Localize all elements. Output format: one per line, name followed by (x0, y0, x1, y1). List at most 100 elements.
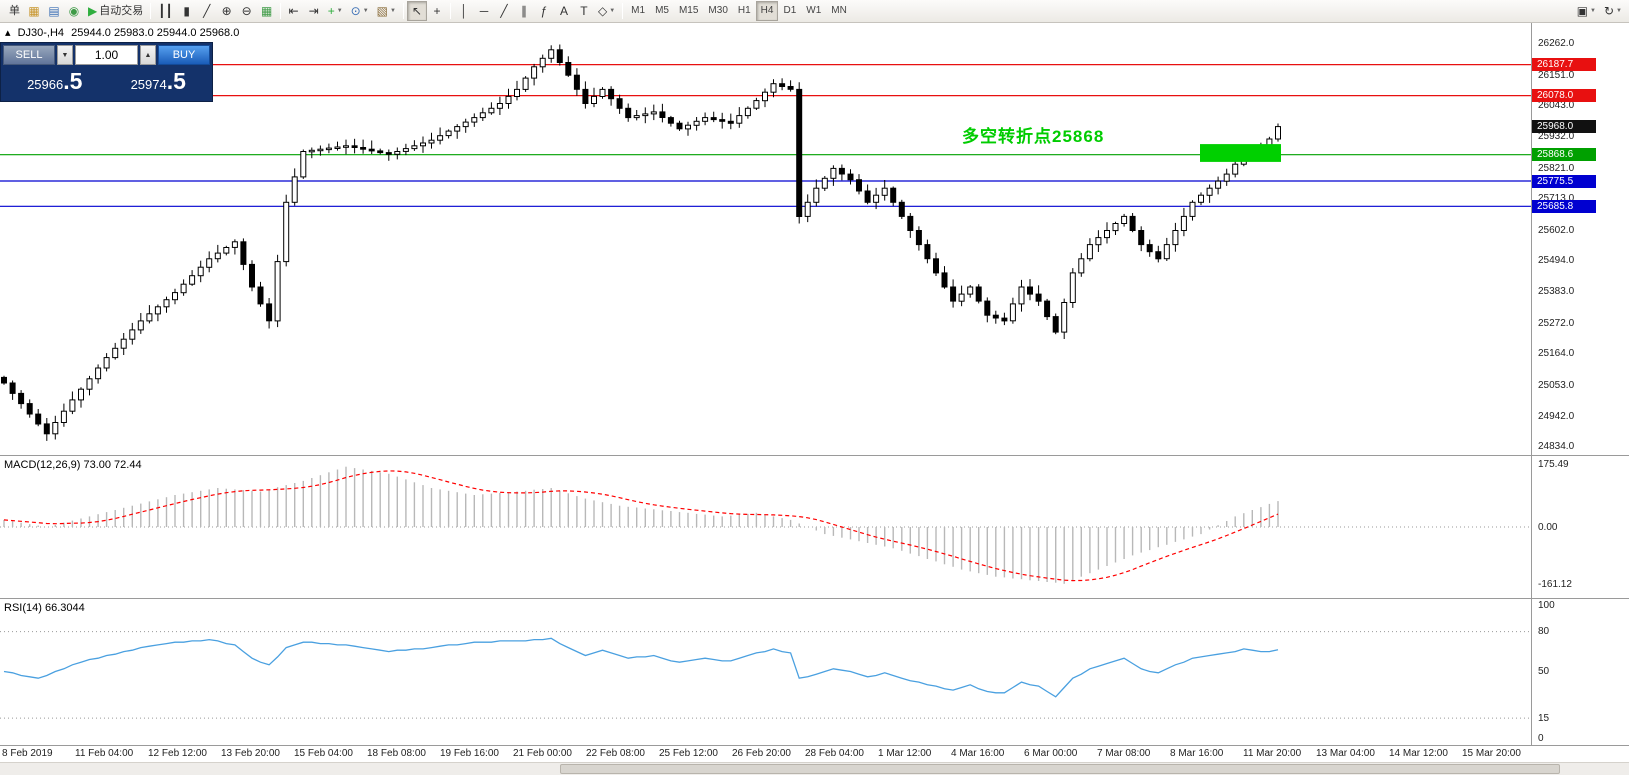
navigator-icon: ◉ (68, 4, 80, 18)
bar-chart-button[interactable]: ┃┃ (154, 1, 176, 21)
new-chart-button[interactable]: ▣ ▼ (1573, 1, 1600, 21)
shapes-button[interactable]: ◇ ▼ (594, 1, 619, 21)
templates-icon: ▧ (376, 4, 389, 18)
timeframe-mn-button[interactable]: MN (826, 1, 852, 21)
trendline-button[interactable]: ╱ (494, 1, 514, 21)
price-chart-canvas[interactable] (0, 23, 1531, 455)
dropdown-arrow-icon: ▼ (1616, 8, 1622, 14)
channel-button[interactable]: ∥ (514, 1, 534, 21)
scale-tick-label: 15 (1538, 712, 1550, 724)
sell-price[interactable]: 25966.5 (3, 65, 107, 99)
label-button[interactable]: T (574, 1, 594, 21)
horizontal-scrollbar[interactable] (0, 762, 1629, 775)
profiles-button[interactable]: ↻ ▼ (1600, 1, 1626, 21)
rsi-indicator-label: RSI(14) 66.3044 (4, 602, 85, 614)
timeframe-m30-button[interactable]: M30 (703, 1, 732, 21)
chart-shift-button[interactable]: ⇤ (284, 1, 304, 21)
cursor-button[interactable]: ↖ (406, 1, 427, 21)
chart-annotation-text[interactable]: 多空转折点25868 (962, 127, 1105, 146)
sell-button[interactable]: SELL (3, 45, 55, 65)
market-watch-icon: ▦ (28, 4, 40, 18)
volume-decrease-button[interactable]: ▼ (57, 45, 73, 65)
sell-price-main: 25966 (27, 77, 64, 92)
fibonacci-button[interactable]: ƒ (534, 1, 554, 21)
hline-price-badge: 26187.7 (1532, 58, 1596, 72)
volume-increase-button[interactable]: ▲ (140, 45, 156, 65)
hline-price-badge: 25775.5 (1532, 174, 1596, 188)
timeframe-d1-button[interactable]: D1 (778, 1, 801, 21)
timeframe-h4-button[interactable]: H4 (755, 1, 779, 21)
cursor-icon: ↖ (411, 4, 422, 18)
candlestick-chart-icon: ▮ (183, 4, 190, 18)
market-watch-button[interactable]: ▦ (24, 1, 44, 21)
timeframe-m15-button[interactable]: M15 (674, 1, 703, 21)
scale-tick-label: 25932.0 (1538, 131, 1575, 143)
new-order-button[interactable]: 单 (3, 1, 24, 21)
symbol-marker-icon: ▴ (5, 27, 11, 39)
time-axis[interactable]: 8 Feb 2019 11 Feb 04:00 12 Feb 12:00 13 Feb… (0, 746, 1531, 761)
profiles-icon: ↻ (1603, 4, 1615, 18)
bar-chart-icon: ┃┃ (158, 4, 173, 18)
crosshair-button[interactable]: + (427, 1, 447, 21)
zoom-out-button[interactable]: ⊖ (237, 1, 257, 21)
text-button[interactable]: A (554, 1, 574, 21)
trendline-icon: ╱ (500, 4, 508, 18)
autotrading-button[interactable]: ▶ 自动交易 (84, 1, 147, 21)
tile-windows-button[interactable]: ▦ (257, 1, 277, 21)
scale-tick-label: -161.12 (1538, 578, 1572, 590)
zoom-in-button[interactable]: ⊕ (217, 1, 237, 21)
dropdown-arrow-icon: ▼ (390, 8, 396, 14)
time-axis-label: 15 Mar 20:00 (1462, 748, 1521, 759)
line-chart-button[interactable]: ╱ (197, 1, 217, 21)
toolbar-separator (449, 3, 451, 19)
periods-button[interactable]: ⊙ ▼ (347, 1, 373, 21)
scale-tick-label: 25164.0 (1538, 348, 1575, 360)
time-axis-label: 13 Feb 20:00 (221, 748, 280, 759)
navigator-button[interactable]: ◉ (64, 1, 84, 21)
scrollbar-thumb[interactable] (560, 764, 1560, 774)
line-chart-icon: ╱ (203, 4, 211, 18)
autotrading-icon: ▶ (88, 4, 98, 18)
time-axis-label: 11 Mar 20:00 (1243, 748, 1302, 759)
panel-divider[interactable] (0, 598, 1629, 599)
timeframe-m5-button[interactable]: M5 (650, 1, 674, 21)
toolbar-separator (402, 3, 404, 19)
one-click-trading-panel: SELL ▼ ▲ BUY 25966.5 25974.5 (0, 42, 213, 102)
panel-divider[interactable] (0, 455, 1629, 456)
rsi-chart-canvas[interactable] (0, 599, 1531, 745)
auto-scroll-icon: ⇥ (308, 4, 319, 18)
horizontal-line-button[interactable]: ─ (474, 1, 494, 21)
zoom-out-icon: ⊖ (241, 4, 252, 18)
macd-indicator-label: MACD(12,26,9) 73.00 72.44 (4, 459, 142, 471)
timeframe-w1-button[interactable]: W1 (801, 1, 826, 21)
scale-tick-label: 25053.0 (1538, 379, 1575, 391)
channel-icon: ∥ (520, 4, 527, 18)
toolbar: 单 ▦ ▤ ◉ ▶ 自动交易 ┃┃ ▮ ╱ ⊕ ⊖ ▦ ⇤ ⇥ + ▼ ⊙ ▼ ▧ ▼ ↖ + │ ─ ╱ ∥ ƒ A T ◇ ▼ M1 M5… (0, 0, 1629, 23)
data-window-button[interactable]: ▤ (44, 1, 64, 21)
data-window-icon: ▤ (48, 4, 60, 18)
vertical-line-icon: │ (460, 4, 468, 18)
volume-input[interactable] (75, 45, 138, 65)
candlestick-chart-button[interactable]: ▮ (177, 1, 197, 21)
buy-price[interactable]: 25974.5 (107, 65, 211, 99)
vertical-line-button[interactable]: │ (454, 1, 474, 21)
toolbar-separator (279, 3, 281, 19)
scale-tick-label: 26043.0 (1538, 99, 1575, 111)
timeframe-h1-button[interactable]: H1 (733, 1, 756, 21)
templates-button[interactable]: ▧ ▼ (373, 1, 400, 21)
scale-tick-label: 25821.0 (1538, 162, 1575, 174)
price-scale[interactable]: 26262.0 26151.0 26043.0 25932.0 25821.0 25713… (1532, 23, 1629, 745)
hline-price-badge: 25685.8 (1532, 199, 1596, 213)
indicators-button[interactable]: + ▼ (324, 1, 347, 21)
time-axis-label: 1 Mar 12:00 (878, 748, 932, 759)
fibonacci-icon: ƒ (540, 4, 548, 18)
time-axis-label: 4 Mar 16:00 (951, 748, 1005, 759)
buy-button[interactable]: BUY (158, 45, 210, 65)
auto-scroll-button[interactable]: ⇥ (304, 1, 324, 21)
macd-chart-canvas[interactable] (0, 456, 1531, 598)
timeframe-m1-button[interactable]: M1 (626, 1, 650, 21)
shapes-icon: ◇ (597, 4, 608, 18)
horizontal-line-icon: ─ (479, 4, 489, 18)
buy-price-main: 25974 (130, 77, 167, 92)
time-axis-label: 25 Feb 12:00 (659, 748, 718, 759)
